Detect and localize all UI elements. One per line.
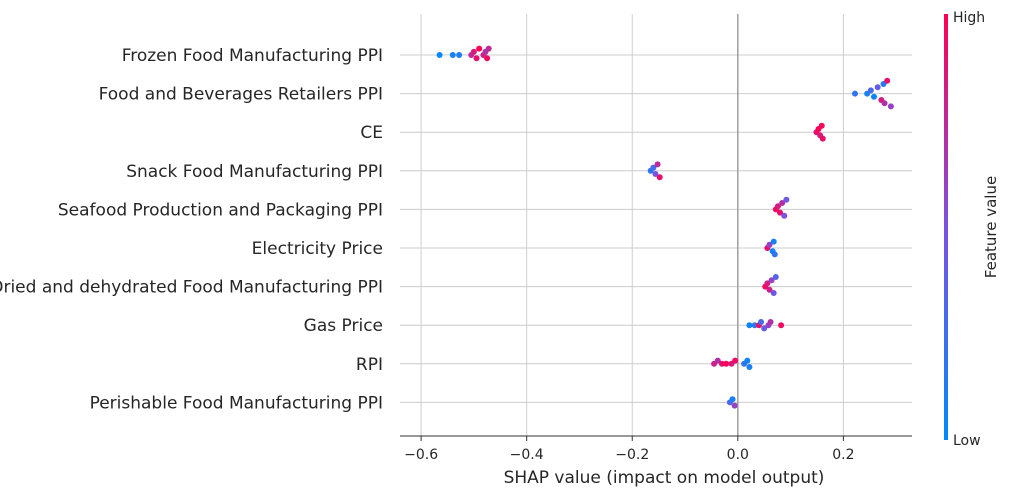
shap-point — [718, 360, 725, 367]
shap-point — [656, 174, 663, 181]
shap-point — [772, 274, 779, 280]
shap-point — [654, 161, 661, 168]
shap-point — [887, 103, 894, 110]
shap-point — [819, 135, 826, 142]
shap-point — [650, 164, 657, 171]
feature-label: Gas Price — [304, 316, 383, 336]
feature-label: Frozen Food Manufacturing PPI — [122, 46, 383, 66]
shap-point — [744, 357, 751, 364]
shap-point — [778, 322, 785, 329]
feature-label: Seafood Production and Packaging PPI — [58, 200, 383, 220]
x-tick-label: 0.0 — [727, 447, 749, 463]
shap-point — [751, 322, 758, 329]
colorbar-low-label: Low — [953, 433, 981, 449]
shap-point — [746, 364, 753, 370]
shap-point — [771, 251, 778, 258]
shap-point — [652, 171, 659, 177]
shap-point — [485, 45, 492, 52]
shap-point — [456, 52, 463, 58]
shap-point — [770, 238, 777, 245]
shap-point — [766, 241, 773, 248]
feature-label: Dried and dehydrated Food Manufacturing … — [0, 278, 383, 298]
shap-point — [870, 93, 877, 100]
feature-label: CE — [360, 123, 383, 143]
shap-point — [732, 357, 739, 364]
shap-point — [774, 203, 781, 210]
feature-label: Perishable Food Manufacturing PPI — [90, 393, 383, 413]
feature-rows: Frozen Food Manufacturing PPI Food and Be… — [0, 45, 894, 413]
shap-point — [473, 55, 480, 62]
grid-lines — [400, 14, 912, 436]
shap-point — [470, 48, 477, 55]
shap-point — [764, 280, 771, 287]
shap-point — [783, 196, 790, 203]
shap-point — [714, 357, 721, 364]
colorbar-gradient — [944, 14, 948, 440]
shap-point — [731, 402, 738, 409]
shap-point — [851, 90, 858, 97]
feature-label: Food and Beverages Retailers PPI — [99, 85, 383, 105]
x-tick-label: −0.2 — [615, 447, 649, 463]
colorbar-title: Feature value — [982, 176, 1000, 278]
x-tick-label: −0.6 — [404, 447, 438, 463]
shap-point — [818, 122, 825, 129]
shap-point — [484, 55, 491, 62]
x-tick-label: −0.4 — [510, 447, 544, 463]
feature-label: RPI — [356, 355, 383, 375]
x-axis: −0.6 −0.4 −0.2 0.0 0.2 — [400, 435, 912, 463]
shap-point — [746, 322, 753, 329]
shap-point — [884, 77, 891, 84]
shap-point — [449, 52, 456, 58]
shap-point — [777, 209, 784, 216]
shap-point — [768, 277, 775, 284]
shap-point — [874, 84, 881, 91]
x-tick-label: 0.2 — [832, 447, 854, 463]
shap-point — [729, 396, 736, 403]
shap-point — [867, 87, 874, 94]
colorbar: High Low Feature value — [944, 10, 1000, 449]
colorbar-high-label: High — [953, 10, 985, 26]
shap-point — [476, 45, 483, 52]
shap-point — [723, 360, 730, 367]
feature-label: Electricity Price — [252, 239, 383, 259]
shap-point — [881, 100, 888, 107]
shap-point — [766, 286, 773, 293]
shap-point — [436, 52, 443, 58]
shap-point — [758, 319, 765, 325]
shap-point — [761, 325, 768, 332]
shap-point — [770, 290, 777, 296]
shap-point — [781, 212, 788, 219]
shap-point — [779, 200, 786, 206]
feature-label: Snack Food Manufacturing PPI — [126, 162, 383, 182]
shap-point — [767, 319, 774, 325]
x-axis-title: SHAP value (impact on model output) — [504, 468, 825, 488]
